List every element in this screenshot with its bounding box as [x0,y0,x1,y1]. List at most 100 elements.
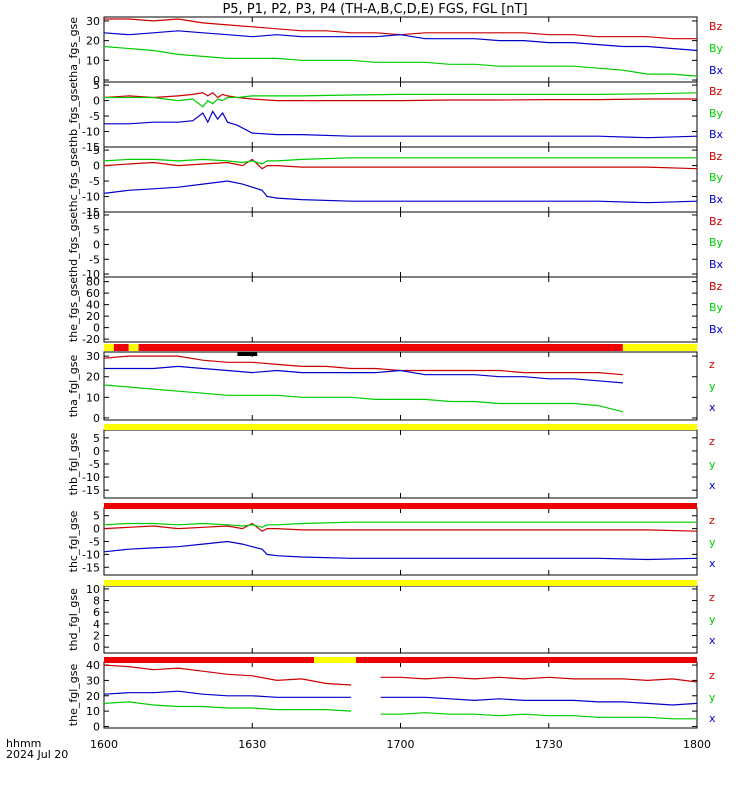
panel-tha_fgs_gse: 0 10 20 30 tha_fgs_gse Bz By Bx [67,15,724,87]
y-tick-label: -5 [89,253,100,266]
series-x [103,540,698,561]
series-By [103,157,697,165]
legend-z: z [709,669,715,682]
panel-thb_fgl_gse: -15-10-505 thb_fgl_gse zyx [67,429,716,499]
y-tick-label: 20 [86,35,100,48]
y-tick-label: 20 [86,690,100,703]
series-y [103,384,624,413]
legend-y: y [709,458,716,471]
series-By [104,92,698,108]
y-tick-label: 10 [86,705,100,718]
y-tick-label: 0 [93,239,100,252]
x-tick-label: 1700 [387,738,415,751]
y-tick-label: -5 [89,110,100,123]
panel-frame [103,661,698,729]
legend-Bx: Bx [709,64,724,77]
y-tick-label: 40 [86,659,100,672]
y-axis-label: thd_fgs_gse [67,212,80,278]
legend-By: By [709,236,724,249]
status-segment [314,657,357,663]
y-tick-label: 20 [86,310,100,323]
panel-the_fgl_gse: 0 10 20 30 40 the_fgl_gse zyx [67,659,716,733]
status-bar [104,344,697,356]
legend-x: x [709,634,716,647]
y-tick-label: 0 [93,322,100,335]
series-x [104,365,623,384]
legend-z: z [709,591,715,604]
legend-z: z [709,435,715,448]
status-marker [237,352,258,356]
series-By [103,45,698,77]
legend-Bx: Bx [709,258,724,271]
legend-Bx: Bx [709,323,724,336]
y-tick-label: -20 [82,333,100,346]
series-y [103,701,697,720]
panel-thc_fgl_gse: -15-10-505 thc_fgl_gse zyx [67,507,716,576]
panel-frame [103,351,698,421]
legend-z: z [709,358,715,371]
panel-frame [103,276,698,343]
panel-frame [103,211,698,278]
legend-y: y [709,536,716,549]
panel-frame [103,146,698,213]
legend-By: By [709,301,724,314]
series-Bx [103,30,698,52]
y-tick-label: 0 [93,95,100,108]
y-axis-label: thb_fgl_gse [67,432,80,495]
panel-thc_fgs_gse: -15 -10 -5 0 5 thc_fgs_gse Bz By Bx [67,144,724,219]
y-tick-label: -15 [82,141,100,154]
status-bar [104,503,697,509]
legend-By: By [709,107,724,120]
y-tick-label: 30 [86,350,100,363]
y-tick-label: 80 [86,276,100,289]
chart-title: P5, P1, P2, P3, P4 (TH-A,B,C,D,E) FGS, F… [222,2,528,17]
series-z [103,355,623,376]
y-tick-label: -15 [82,484,100,497]
series-z [103,522,698,532]
status-segment [104,580,697,586]
status-segment [104,503,697,509]
y-tick-label: -10 [82,126,100,139]
status-segment [113,344,129,351]
legend-Bx: Bx [709,193,724,206]
y-tick-label: -5 [89,536,100,549]
y-tick-label: 0 [93,445,100,458]
legend-y: y [709,691,716,704]
legend-x: x [709,401,716,414]
y-tick-label: 5 [93,224,100,237]
date-label: 2024 Jul 20 [6,748,69,761]
y-axis-label: tha_fgs_gse [67,17,80,82]
y-tick-label: -15 [82,206,100,219]
legend-y: y [709,380,716,393]
y-tick-label: 20 [86,371,100,384]
footer-labels: hhmm 2024 Jul 20 [6,738,68,760]
y-axis-label: the_fgl_gse [67,664,80,727]
x-tick-label: 1600 [90,738,118,751]
status-bar [104,657,697,663]
legend-x: x [709,557,716,570]
legend-Bz: Bz [709,150,723,163]
y-tick-label: -5 [89,175,100,188]
x-tick-label: 1630 [238,738,266,751]
status-segment [138,344,623,351]
y-tick-label: 10 [86,54,100,67]
legend-Bz: Bz [709,280,723,293]
y-tick-label: 10 [86,391,100,404]
panel-frame [103,81,698,148]
series-z [103,664,698,686]
y-tick-label: 0 [93,412,100,425]
legend-Bx: Bx [709,128,724,141]
legend-x: x [709,479,716,492]
status-bar [104,424,697,430]
y-tick-label: 30 [86,15,100,28]
y-tick-label: 0 [93,720,100,733]
series-y [103,521,697,528]
y-axis-label: the_fgs_gse [67,277,80,342]
panel-frame [103,507,698,576]
series-Bx [103,180,698,204]
y-axis-label: thb_fgs_gse [67,82,80,148]
status-segment [104,424,697,430]
